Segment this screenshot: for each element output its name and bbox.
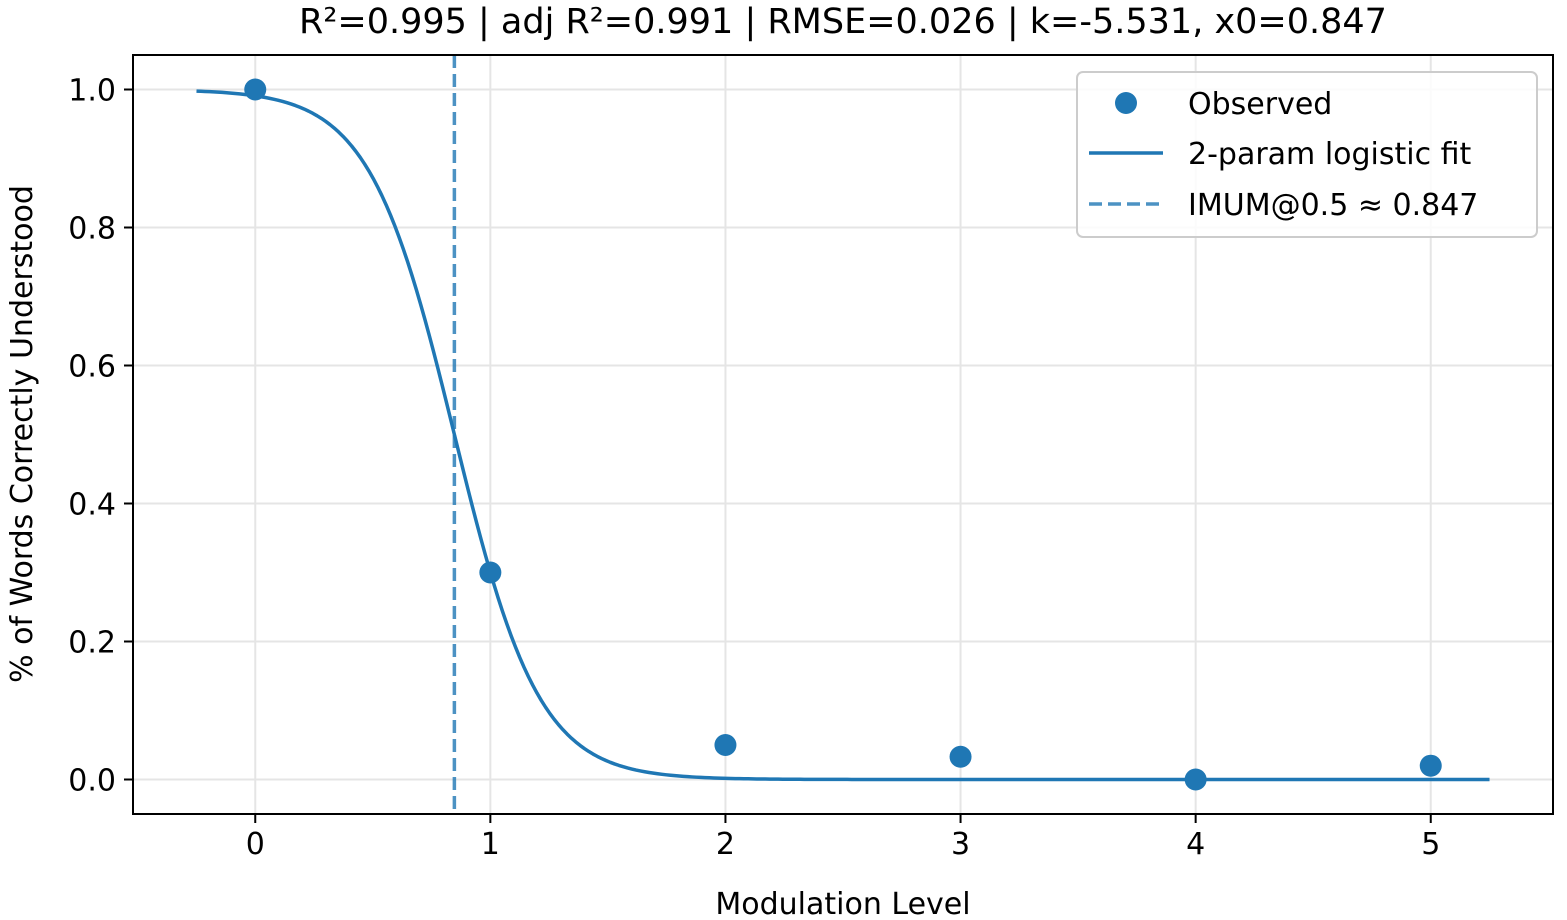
x-tick-label: 5: [1421, 827, 1440, 862]
x-tick-label: 2: [716, 827, 735, 862]
legend: Observed 2-param logistic fit IMUM@0.5 ≈…: [1076, 71, 1538, 238]
observed-point: [244, 78, 267, 101]
y-tick-label: 0.8: [68, 212, 116, 247]
legend-observed-marker: [1115, 92, 1137, 114]
observed-point: [479, 561, 502, 584]
x-tick-label: 4: [1186, 827, 1205, 862]
observed-point: [1419, 754, 1442, 777]
observed-point: [949, 745, 972, 768]
x-axis-label: Modulation Level: [715, 887, 970, 920]
legend-box: [1076, 71, 1538, 238]
fit-line: [196, 89, 1490, 782]
legend-reference-label: IMUM@0.5 ≈ 0.847: [1188, 188, 1478, 223]
y-tick-label: 0.2: [68, 626, 116, 661]
y-tick-label: 0.4: [68, 488, 116, 523]
observed-point: [714, 734, 737, 756]
y-tick-label: 0.0: [68, 764, 116, 799]
x-tick-label: 0: [246, 827, 265, 862]
axes-frame: [132, 54, 1554, 815]
observed-point: [1184, 768, 1207, 791]
chart-title: R²=0.995 | adj R²=0.991 | RMSE=0.026 | k…: [299, 2, 1387, 42]
x-tick-label: 1: [481, 827, 500, 862]
x-tick-label: 3: [951, 827, 970, 862]
plot-area: [196, 55, 1490, 814]
y-tick-label: 1.0: [68, 74, 116, 109]
legend-fit-label: 2-param logistic fit: [1188, 137, 1472, 172]
legend-observed-label: Observed: [1188, 87, 1332, 122]
y-axis-label: % of Words Correctly Understood: [5, 185, 40, 683]
y-tick-label: 0.6: [68, 350, 116, 385]
ticks: 0 1 2 3 4 5 0.0 0.2 0.4 0.6 0.8 1.0: [68, 74, 1440, 863]
